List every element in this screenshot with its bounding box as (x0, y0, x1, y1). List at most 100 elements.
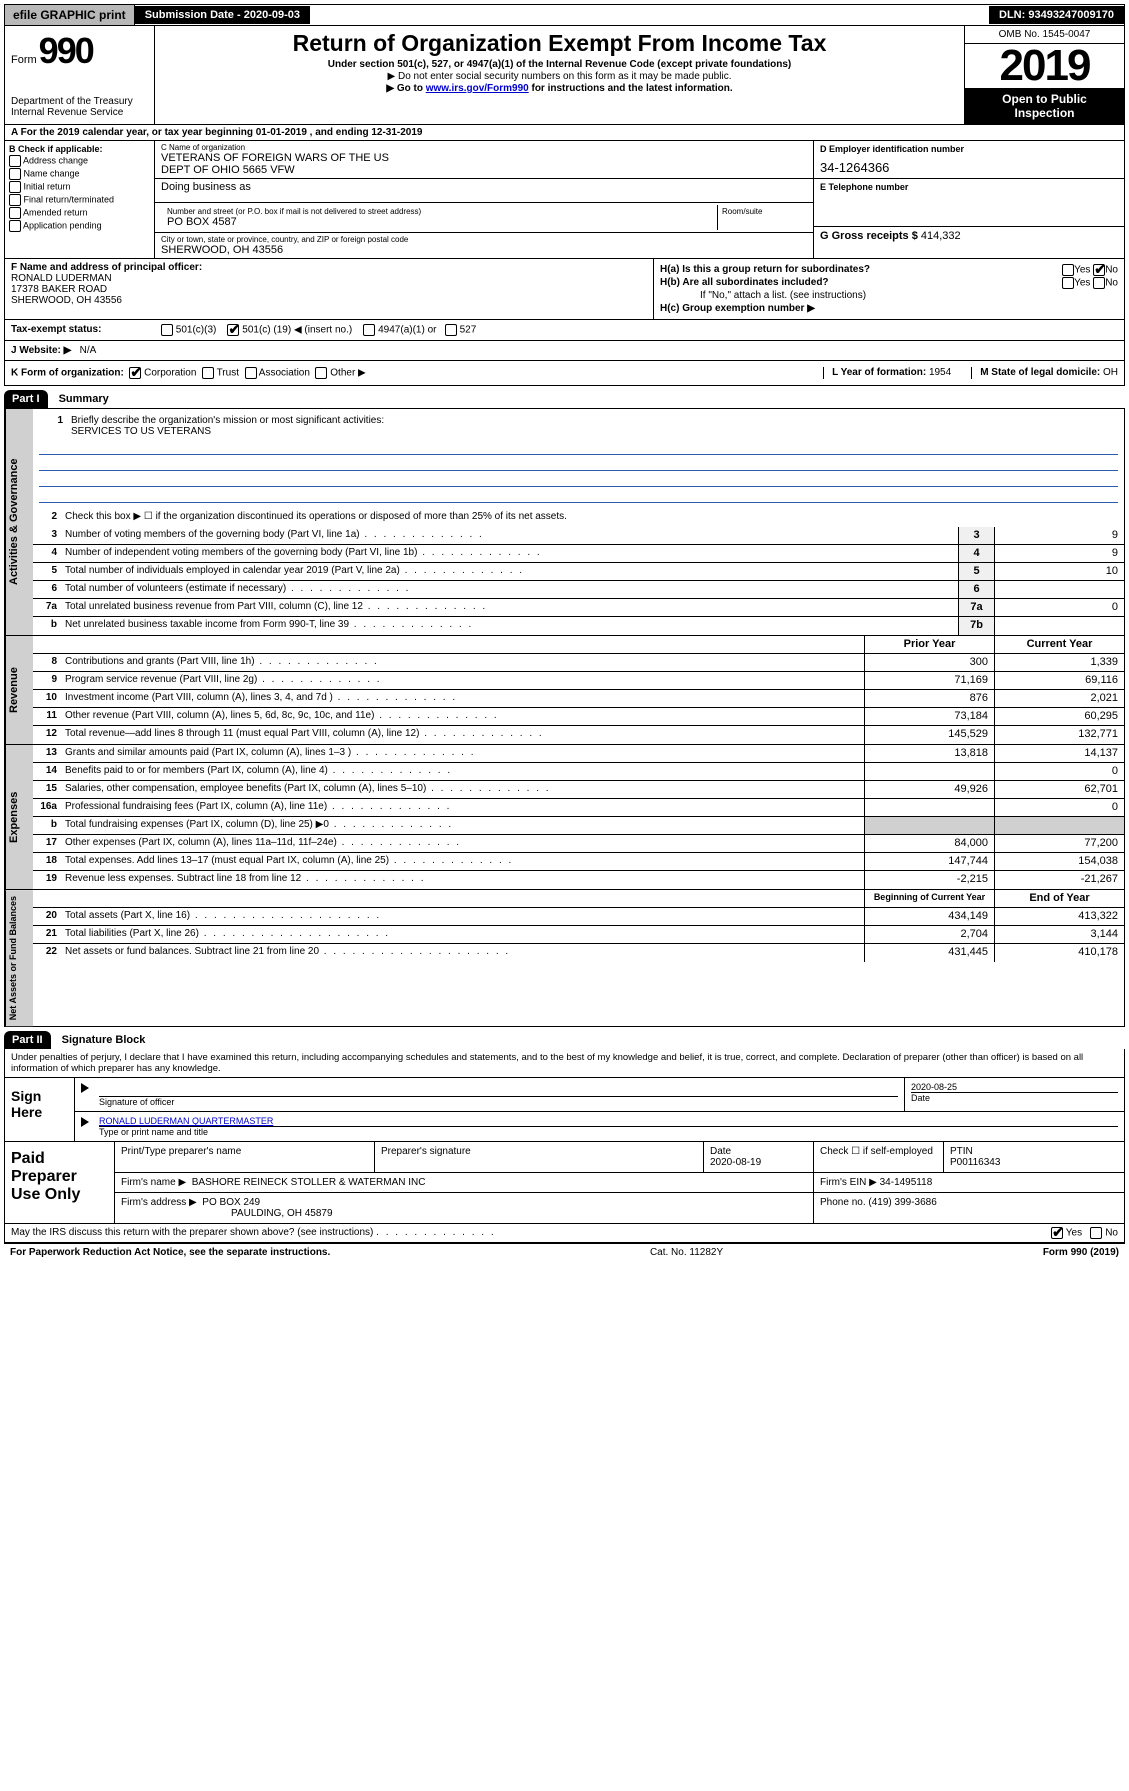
chk-other[interactable] (315, 367, 327, 379)
open-line2: Inspection (967, 106, 1122, 120)
chk-app-pending[interactable]: Application pending (9, 220, 150, 232)
sig-line-2: RONALD LUDERMAN QUARTERMASTER Type or pr… (75, 1112, 1124, 1141)
form-title: Return of Organization Exempt From Incom… (159, 30, 960, 57)
website-row: J Website: ▶ N/A (4, 341, 1125, 361)
col-b-checkboxes: B Check if applicable: Address change Na… (5, 141, 155, 258)
city-label: City or town, state or province, country… (161, 235, 807, 244)
dba-cell: Doing business as (155, 179, 813, 203)
principal-officer: F Name and address of principal officer:… (5, 259, 654, 319)
form-990-page: efile GRAPHIC print Submission Date - 20… (0, 0, 1129, 1265)
h-block: H(a) Is this a group return for subordin… (654, 259, 1124, 319)
chk-527[interactable] (445, 324, 457, 336)
sub3-pre: ▶ Go to (386, 83, 425, 94)
irs-link[interactable]: www.irs.gov/Form990 (426, 83, 529, 94)
street-label: Number and street (or P.O. box if mail i… (167, 207, 711, 216)
firm-ein-cell: Firm's EIN ▶ 34-1495118 (814, 1173, 1124, 1192)
table-row: 20Total assets (Part X, line 16)434,1494… (33, 908, 1124, 926)
table-row: 17Other expenses (Part IX, column (A), l… (33, 835, 1124, 853)
chk-corporation[interactable] (129, 367, 141, 379)
header-left: Form 990 Department of the Treasury Inte… (5, 26, 155, 124)
col-cd-top: C Name of organization VETERANS OF FOREI… (155, 141, 1124, 258)
header-mid: Return of Organization Exempt From Incom… (155, 26, 964, 124)
ein-value: 34-1264366 (820, 160, 1118, 175)
room-suite-cell: Room/suite (717, 205, 807, 230)
governance-section: Activities & Governance 1 Briefly descri… (5, 409, 1124, 635)
side-tab-governance: Activities & Governance (5, 409, 33, 635)
chk-4947[interactable] (363, 324, 375, 336)
chk-association[interactable] (245, 367, 257, 379)
part-1-body: Activities & Governance 1 Briefly descri… (4, 408, 1125, 1027)
end-year-hdr: End of Year (994, 890, 1124, 907)
col-cd: C Name of organization VETERANS OF FOREI… (155, 141, 1124, 258)
period-label: A For the 2019 calendar year, or tax yea… (11, 127, 256, 138)
ha-no-checkbox[interactable] (1093, 264, 1105, 276)
firm-addr-cell: Firm's address ▶ PO BOX 249 PAULDING, OH… (115, 1193, 814, 1223)
chk-501c3[interactable] (161, 324, 173, 336)
table-row: 19Revenue less expenses. Subtract line 1… (33, 871, 1124, 889)
dept-treasury: Department of the Treasury (11, 96, 148, 107)
org-name-line2: DEPT OF OHIO 5665 VFW (161, 164, 807, 176)
sig-arrow-icon (75, 1112, 93, 1141)
footer-row: For Paperwork Reduction Act Notice, see … (4, 1243, 1125, 1261)
discuss-no-checkbox[interactable] (1090, 1227, 1102, 1239)
part-2-heading: Part II Signature Block (4, 1027, 1125, 1049)
rev-rows: 8Contributions and grants (Part VIII, li… (33, 654, 1124, 744)
phone-cell: E Telephone number (814, 179, 1124, 227)
table-row: 22Net assets or fund balances. Subtract … (33, 944, 1124, 962)
chk-final-return[interactable]: Final return/terminated (9, 194, 150, 206)
form-number: Form 990 (11, 30, 148, 72)
website-value: N/A (80, 345, 97, 356)
period-mid: , and ending (310, 127, 372, 138)
q2-num: 2 (33, 509, 61, 527)
firm-addr-row: Firm's address ▶ PO BOX 249 PAULDING, OH… (115, 1193, 1124, 1223)
chk-501c[interactable] (227, 324, 239, 336)
hb-yesno: Yes No (1062, 277, 1118, 289)
form-word: Form (11, 54, 37, 66)
officer-sig-cell: Signature of officer (93, 1078, 904, 1111)
prep-date-cell: Date 2020-08-19 (704, 1142, 814, 1172)
table-row: 10Investment income (Part VIII, column (… (33, 690, 1124, 708)
klm-row: K Form of organization: Corporation Trus… (4, 361, 1125, 386)
gross-receipts-cell: G Gross receipts $ 414,332 (814, 227, 1124, 245)
net-content: Beginning of Current Year End of Year 20… (33, 890, 1124, 1026)
side-tab-expenses: Expenses (5, 745, 33, 889)
q1-text: Briefly describe the organization's miss… (67, 413, 1118, 439)
table-row: bNet unrelated business taxable income f… (33, 617, 1124, 635)
chk-initial-return[interactable]: Initial return (9, 181, 150, 193)
chk-trust[interactable] (202, 367, 214, 379)
side-tab-revenue: Revenue (5, 636, 33, 744)
street-cell: Number and street (or P.O. box if mail i… (161, 205, 717, 230)
chk-name-change[interactable]: Name change (9, 168, 150, 180)
chk-amended[interactable]: Amended return (9, 207, 150, 219)
tax-status-row: Tax-exempt status: 501(c)(3) 501(c) (19)… (4, 320, 1125, 341)
ein-label: D Employer identification number (820, 144, 1118, 154)
dln-value: 93493247009170 (1028, 9, 1114, 21)
h-b-note: If "No," attach a list. (see instruction… (660, 290, 1118, 301)
efile-print-button[interactable]: efile GRAPHIC print (5, 5, 135, 25)
officer-addr2: SHERWOOD, OH 43556 (11, 295, 647, 306)
prep-header-row: Print/Type preparer's name Preparer's si… (115, 1142, 1124, 1173)
tax-status-label: Tax-exempt status: (11, 324, 161, 336)
h-c: H(c) Group exemption number ▶ (660, 303, 1118, 314)
firm-name: BASHORE REINECK STOLLER & WATERMAN INC (192, 1177, 426, 1188)
f-label: F Name and address of principal officer: (11, 262, 647, 273)
k-label: K Form of organization: (11, 368, 124, 379)
ptin-cell: PTIN P00116343 (944, 1142, 1124, 1172)
chk-address-change[interactable]: Address change (9, 155, 150, 167)
table-row: 5Total number of individuals employed in… (33, 563, 1124, 581)
firm-name-cell: Firm's name ▶ BASHORE REINECK STOLLER & … (115, 1173, 814, 1192)
table-row: 3Number of voting members of the governi… (33, 527, 1124, 545)
mission-line (39, 457, 1118, 471)
subtitle-2: ▶ Do not enter social security numbers o… (159, 71, 960, 82)
officer-sig-label: Signature of officer (99, 1096, 898, 1107)
sig-right: Signature of officer 2020-08-25 Date RON… (75, 1078, 1124, 1141)
officer-name: RONALD LUDERMAN (11, 273, 647, 284)
discuss-row: May the IRS discuss this return with the… (4, 1224, 1125, 1243)
name-block: C Name of organization VETERANS OF FOREI… (155, 141, 814, 258)
discuss-yes-checkbox[interactable] (1051, 1227, 1063, 1239)
prior-year-hdr: Prior Year (864, 636, 994, 653)
dln-block: DLN: 93493247009170 (989, 6, 1124, 24)
mission-value: SERVICES TO US VETERANS (71, 426, 211, 437)
open-line1: Open to Public (967, 92, 1122, 106)
gov-content: 1 Briefly describe the organization's mi… (33, 409, 1124, 635)
